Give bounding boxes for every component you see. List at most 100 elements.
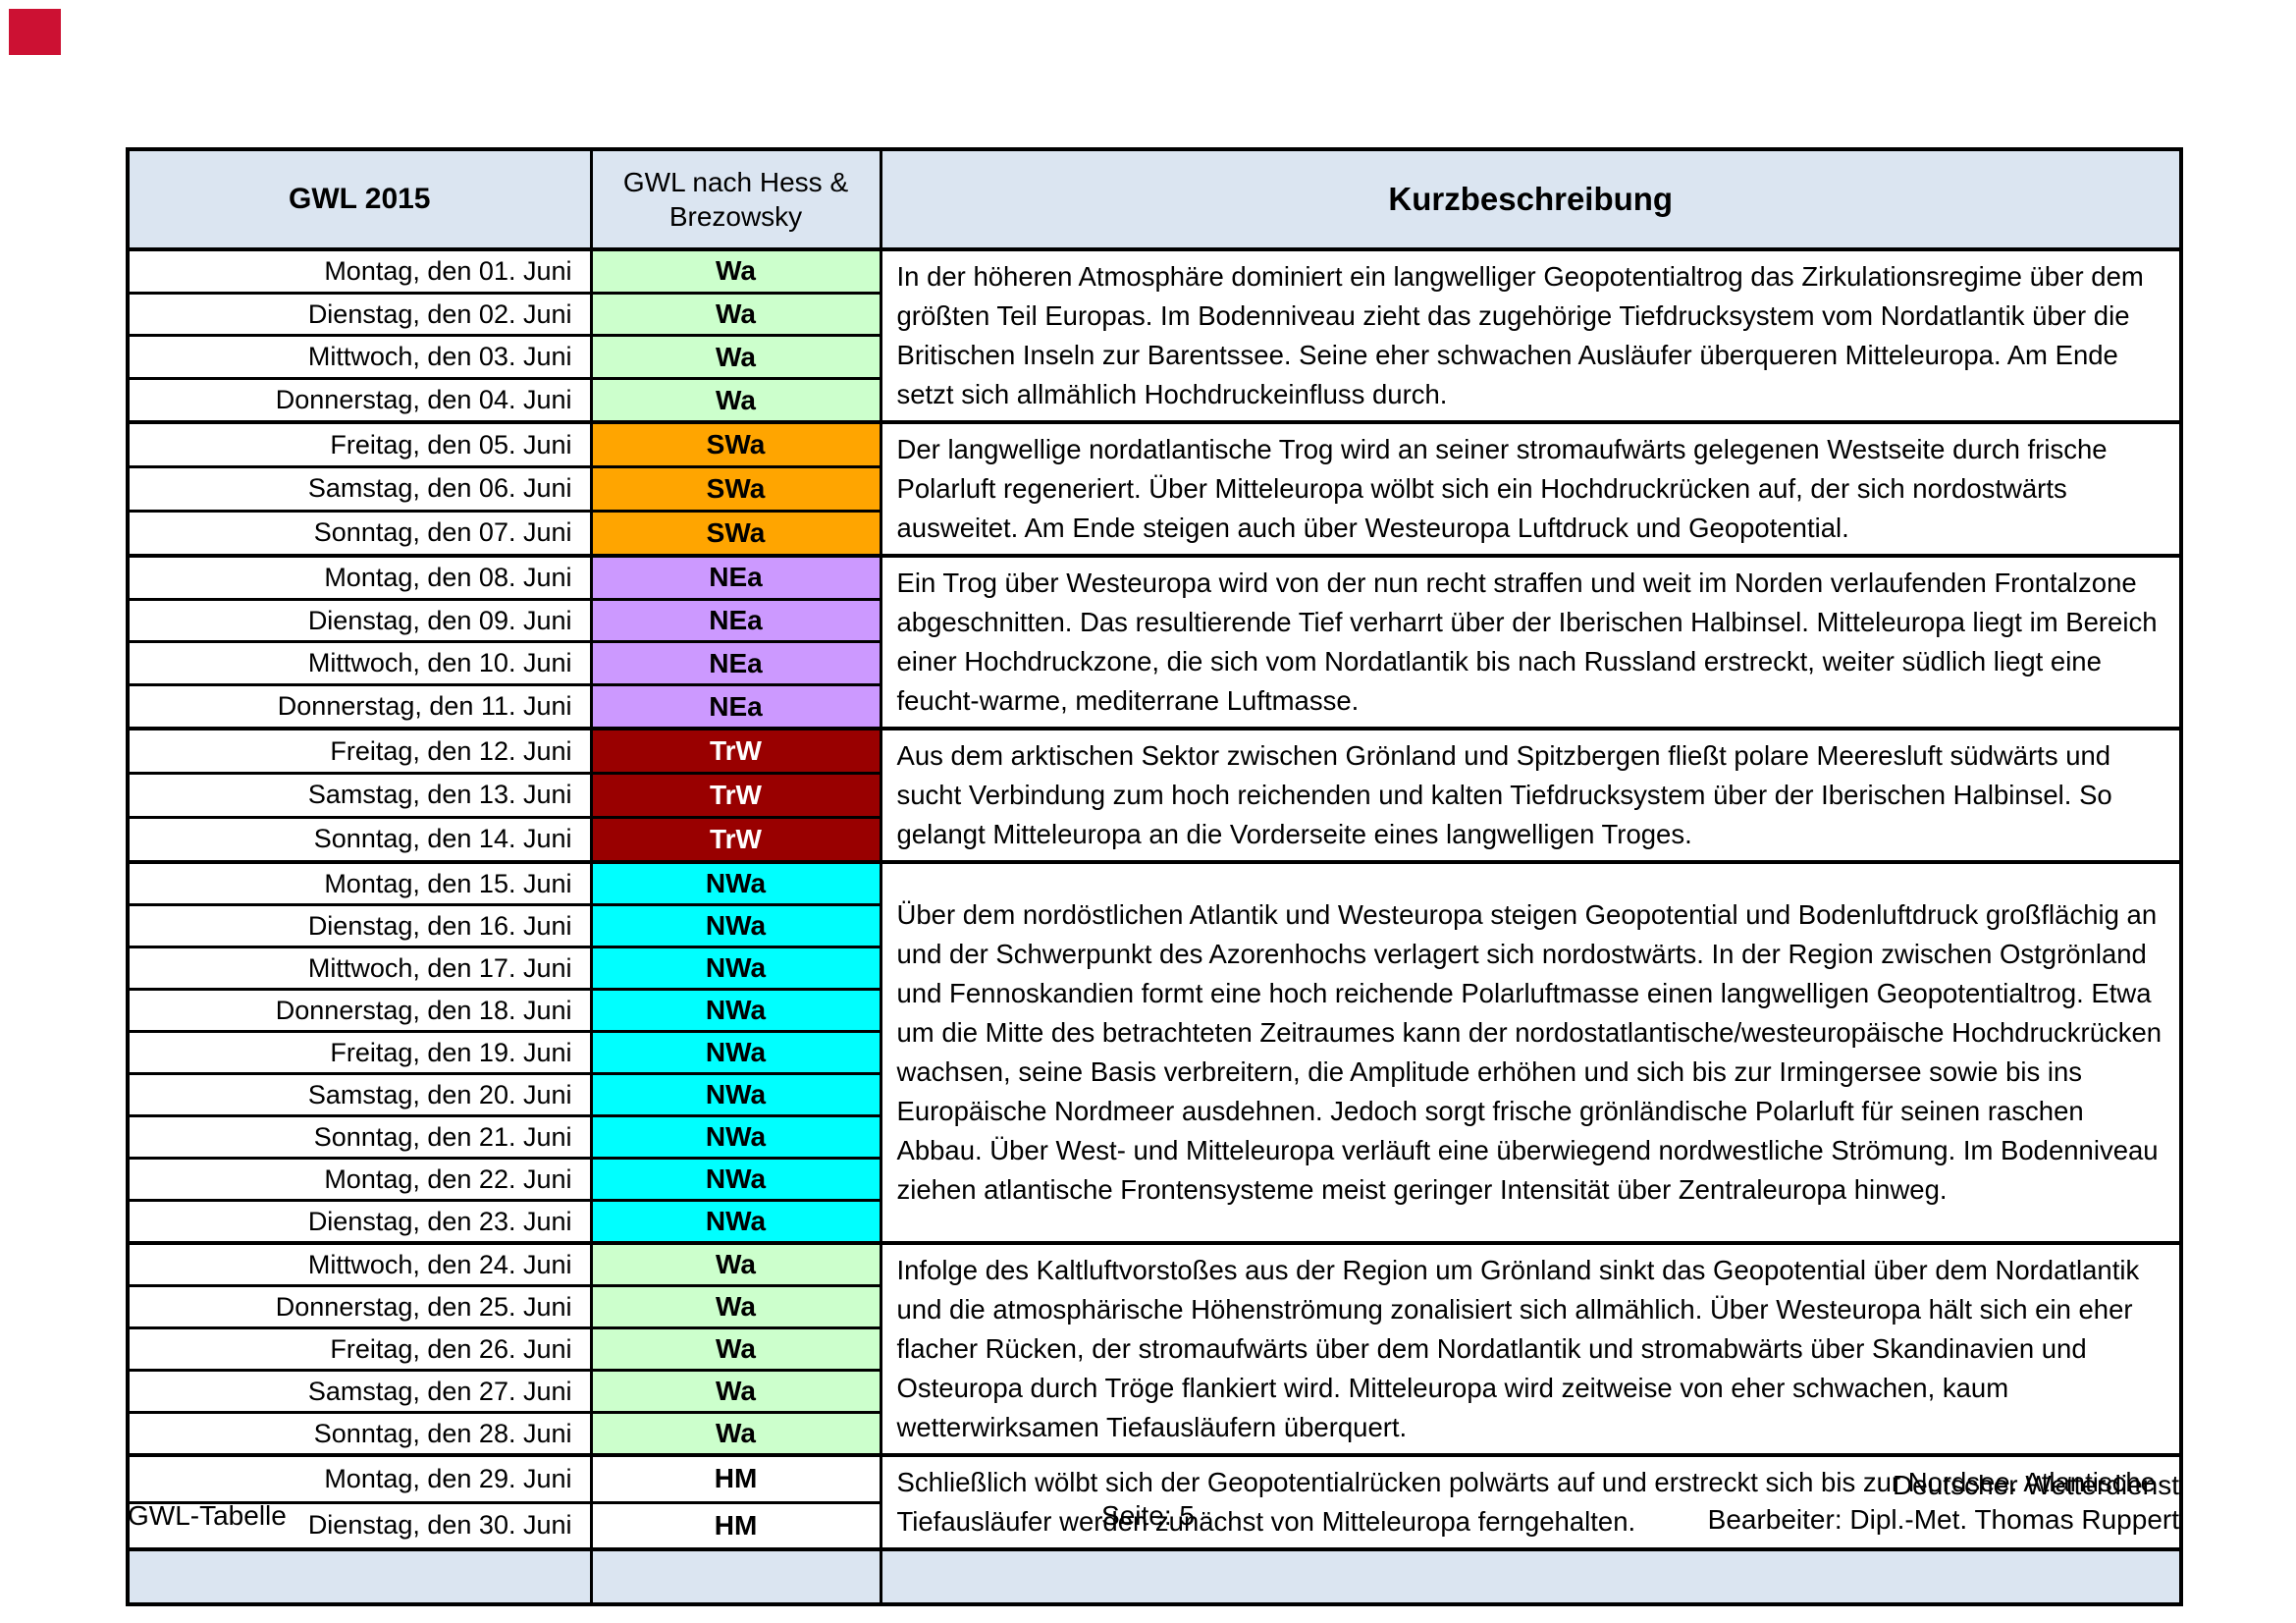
gwl-code-cell: NWa: [589, 860, 882, 906]
empty-cell: [589, 1547, 882, 1606]
date-cell: Sonntag, den 28. Juni: [126, 1411, 593, 1457]
gwl-code-cell: SWa: [589, 420, 882, 468]
table-row: Samstag, den 06. Juni SWa: [126, 465, 2181, 513]
gwl-code-cell: NWa: [589, 988, 882, 1033]
table-row: Mittwoch, den 17. Juni NWa: [126, 946, 2181, 991]
table-row: Mittwoch, den 03. Juni Wa: [126, 334, 2181, 381]
gwl-code-cell: Wa: [589, 1284, 882, 1329]
date-cell: Mittwoch, den 03. Juni: [126, 334, 593, 381]
description-cell: Aus dem arktischen Sektor zwischen Grönl…: [879, 727, 2183, 864]
table-row: Freitag, den 26. Juni Wa: [126, 1326, 2181, 1372]
date-cell: Donnerstag, den 04. Juni: [126, 377, 593, 424]
gwl-code-cell: NWa: [589, 1114, 882, 1160]
gwl-code-cell: NWa: [589, 903, 882, 948]
header-gwl-hess-brezowsky: GWL nach Hess & Brezowsky: [589, 147, 882, 251]
gwl-code-cell: Wa: [589, 377, 882, 424]
footer-page-number: Seite: 5: [1101, 1500, 1195, 1531]
table-row: Mittwoch, den 24. Juni Wa Infolge des Kalt…: [126, 1241, 2183, 1457]
gwl-code-cell: Wa: [589, 246, 882, 295]
gwl-code-cell: HM: [589, 1453, 882, 1504]
description-cell: Infolge des Kaltluftvorstoßes aus der Re…: [879, 1241, 2183, 1457]
table-row: Montag, den 01. Juni Wa In der höheren Atm…: [126, 246, 2183, 424]
empty-cell: [126, 1547, 593, 1606]
gwl-code-cell: NWa: [589, 1030, 882, 1075]
date-cell: Montag, den 08. Juni: [126, 553, 593, 601]
date-cell: Sonntag, den 07. Juni: [126, 510, 593, 558]
red-marker: [9, 9, 61, 55]
date-cell: Freitag, den 05. Juni: [126, 420, 593, 468]
table-row: Montag, den 15. Juni NWa Über dem nordöstl…: [126, 860, 2183, 1245]
gwl-code-cell: NWa: [589, 1199, 882, 1245]
table-row: Donnerstag, den 11. Juni NEa: [126, 683, 2181, 730]
gwl-code-cell: HM: [589, 1500, 882, 1551]
table-row: Sonntag, den 21. Juni NWa: [126, 1114, 2181, 1160]
table-row: Sonntag, den 28. Juni Wa: [126, 1411, 2181, 1457]
footer-editor: Bearbeiter: Dipl.-Met. Thomas Ruppert: [1707, 1504, 2179, 1535]
date-cell: Dienstag, den 30. Juni: [126, 1500, 593, 1551]
gwl-code-cell: NEa: [589, 640, 882, 687]
table-row: Donnerstag, den 25. Juni Wa: [126, 1284, 2181, 1329]
table-row: Sonntag, den 14. Juni TrW: [126, 816, 2181, 864]
footer-credits: Deutscher Wetterdienst Bearbeiter: Dipl.…: [1708, 1468, 2179, 1537]
date-cell: Freitag, den 12. Juni: [126, 727, 593, 775]
table-row: Dienstag, den 02. Juni Wa: [126, 291, 2181, 338]
gwl-code-cell: NEa: [589, 597, 882, 644]
table-row: Donnerstag, den 04. Juni Wa: [126, 377, 2181, 424]
date-cell: Samstag, den 06. Juni: [126, 465, 593, 513]
date-cell: Montag, den 15. Juni: [126, 860, 593, 906]
table-row: Mittwoch, den 10. Juni NEa: [126, 640, 2181, 687]
gwl-code-cell: SWa: [589, 510, 882, 558]
date-cell: Montag, den 01. Juni: [126, 246, 593, 295]
table-row: Montag, den 29. Juni HM Schließlich wölbt …: [126, 1453, 2183, 1551]
date-cell: Montag, den 22. Juni: [126, 1157, 593, 1202]
header-row: GWL 2015 GWL nach Hess & Brezowsky Kurzb…: [126, 147, 2183, 251]
table-row: Donnerstag, den 18. Juni NWa: [126, 988, 2181, 1033]
description-cell: Schließlich wölbt sich der Geopotentialr…: [879, 1453, 2183, 1551]
date-cell: Donnerstag, den 11. Juni: [126, 683, 593, 730]
description-cell: Über dem nordöstlichen Atlantik und West…: [879, 860, 2183, 1245]
date-cell: Mittwoch, den 24. Juni: [126, 1241, 593, 1287]
date-cell: Dienstag, den 16. Juni: [126, 903, 593, 948]
footer-doc-label: GWL-Tabelle: [128, 1500, 287, 1531]
table-row: Montag, den 22. Juni NWa: [126, 1157, 2181, 1202]
gwl-code-cell: Wa: [589, 1411, 882, 1457]
table-row: Samstag, den 20. Juni NWa: [126, 1072, 2181, 1117]
table-row: Samstag, den 13. Juni TrW: [126, 772, 2181, 819]
table-row: Freitag, den 05. Juni SWa Der langwellige …: [126, 420, 2183, 558]
date-cell: Mittwoch, den 17. Juni: [126, 946, 593, 991]
table-row: Freitag, den 12. Juni TrW Aus dem arktisch…: [126, 727, 2183, 864]
date-cell: Dienstag, den 02. Juni: [126, 291, 593, 338]
empty-cell: [879, 1547, 2183, 1606]
gwl-code-cell: Wa: [589, 291, 882, 338]
table-row: Dienstag, den 23. Juni NWa: [126, 1199, 2181, 1245]
gwl-table-body: Montag, den 01. Juni Wa In der höheren Atm…: [126, 246, 2183, 1606]
gwl-code-cell: SWa: [589, 465, 882, 513]
description-cell: In der höheren Atmosphäre dominiert ein …: [879, 247, 2183, 424]
date-cell: Sonntag, den 14. Juni: [126, 816, 593, 864]
gwl-code-cell: TrW: [589, 727, 882, 775]
date-cell: Donnerstag, den 18. Juni: [126, 988, 593, 1033]
gwl-code-cell: Wa: [589, 1369, 882, 1414]
table-row: Samstag, den 27. Juni Wa: [126, 1369, 2181, 1414]
gwl-code-cell: TrW: [589, 816, 882, 864]
table-row: Dienstag, den 16. Juni NWa: [126, 903, 2181, 948]
date-cell: Freitag, den 19. Juni: [126, 1030, 593, 1075]
table-row: Montag, den 08. Juni NEa Ein Trog über Wes…: [126, 553, 2183, 730]
table-row: Freitag, den 19. Juni NWa: [126, 1030, 2181, 1075]
gwl-code-cell: Wa: [589, 334, 882, 381]
date-cell: Freitag, den 26. Juni: [126, 1326, 593, 1372]
date-cell: Samstag, den 27. Juni: [126, 1369, 593, 1414]
date-cell: Samstag, den 13. Juni: [126, 772, 593, 819]
header-kurzbeschreibung: Kurzbeschreibung: [879, 147, 2183, 251]
footer-organization: Deutscher Wetterdienst: [1892, 1470, 2179, 1500]
table-row: Sonntag, den 07. Juni SWa: [126, 510, 2181, 558]
header-gwl-2015: GWL 2015: [126, 147, 593, 251]
gwl-code-cell: Wa: [589, 1241, 882, 1287]
gwl-code-cell: NWa: [589, 1157, 882, 1202]
date-cell: Mittwoch, den 10. Juni: [126, 640, 593, 687]
gwl-code-cell: NWa: [589, 946, 882, 991]
table-row: Dienstag, den 09. Juni NEa: [126, 597, 2181, 644]
date-cell: Donnerstag, den 25. Juni: [126, 1284, 593, 1329]
date-cell: Samstag, den 20. Juni: [126, 1072, 593, 1117]
